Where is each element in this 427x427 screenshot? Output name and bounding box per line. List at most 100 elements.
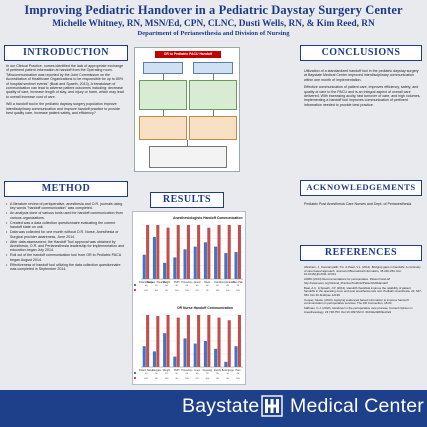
chart-bar	[146, 225, 150, 279]
chart-table-value: 65	[165, 373, 168, 375]
chart-bar	[207, 315, 211, 367]
diagram-connector	[163, 110, 164, 116]
chart-category-label: Complications	[220, 281, 236, 284]
chart-category-label: Dressing	[203, 369, 213, 372]
results-charts-panel: Anesthesiologists Handoff Communication …	[132, 211, 246, 385]
diagram-connector	[163, 74, 164, 80]
chart-bar	[224, 361, 228, 367]
baystate-logo-icon	[261, 395, 283, 417]
chart-table-value: 100	[185, 378, 189, 380]
chart-2-title: OR Nurse Handoff Communication	[177, 306, 233, 310]
chart-bar	[197, 225, 201, 279]
chart-table-swatch	[134, 372, 136, 374]
diagram-box	[189, 116, 237, 140]
chart-bar	[214, 246, 218, 279]
acknowledgements-body: Pediatric Post Anesthesia Care Nurses an…	[304, 202, 422, 209]
chart-category-label: Pain	[236, 369, 241, 372]
chart-bar	[227, 320, 231, 367]
chart-category-label: Family	[214, 369, 222, 372]
chart-bar	[152, 236, 156, 279]
chart-table-value: 100	[185, 290, 189, 292]
chart-table-value: 100	[216, 290, 220, 292]
chart-bar	[234, 346, 238, 367]
chart-table-value: 40	[145, 373, 148, 375]
chart-table-value: 55	[186, 285, 189, 287]
diagram-connector	[187, 140, 188, 146]
diagram-box	[193, 62, 233, 74]
conclusions-heading-text: CONCLUSIONS	[321, 47, 401, 58]
chart-bar	[193, 343, 197, 367]
chart-bar	[207, 227, 211, 279]
method-item: Roll out of the handoff communication to…	[6, 253, 126, 262]
chart-table-value: 100	[165, 378, 169, 380]
diagram-connector	[213, 110, 214, 116]
introduction-body: In our Clinical Practice, nurses identif…	[6, 64, 126, 118]
chart-bar	[183, 249, 187, 279]
chart-bar	[166, 227, 170, 279]
chart-bar	[203, 242, 207, 279]
chart-table-value: 68	[206, 285, 209, 287]
conclusions-body: Utilization of a standardized handoff to…	[304, 69, 422, 110]
chart-bar	[173, 257, 177, 279]
chart-category-label: Airway	[194, 281, 202, 284]
chart-table-value: 100	[195, 378, 199, 380]
chart-table-value: 100	[144, 290, 148, 292]
chart-bar	[214, 348, 218, 367]
chart-table-value: 90	[226, 378, 229, 380]
chart-bar	[234, 252, 238, 279]
chart-table-value: 100	[144, 378, 148, 380]
chart-bar	[142, 254, 146, 279]
chart-table-value: 100	[175, 290, 179, 292]
chart-table-value: 95	[206, 290, 209, 292]
chart-bar	[156, 225, 160, 279]
chart-table-value: 55	[186, 373, 189, 375]
reference-item: Abraham, J., Kannampallil, T.G. & Patel,…	[304, 265, 421, 276]
chart-table-value: 100	[205, 378, 209, 380]
poster-header: Improving Pediatric Handover in a Pediat…	[0, 0, 427, 44]
chart-table-value: 50	[237, 285, 240, 287]
chart-table-value: 95	[165, 290, 168, 292]
chart-category-label: Allergies / Reaction	[146, 281, 167, 284]
chart-bar	[203, 341, 207, 367]
acknowledgements-heading: ACKNOWLEDGEMENTS	[300, 180, 422, 196]
introduction-heading-text: INTRODUCTION	[22, 47, 109, 58]
results-heading-text: RESULTS	[162, 194, 212, 205]
chart-table-value: 20	[175, 373, 178, 375]
reference-item: AORN (2014) Recommendations for perioper…	[304, 277, 391, 285]
chart-category-label: Meds	[204, 281, 211, 284]
chart-table-value: 45	[145, 285, 148, 287]
footer-baystate-text: Baystate	[182, 395, 260, 417]
method-item: Data was collected for one month without…	[6, 230, 126, 239]
chart-table-value: 60	[196, 285, 199, 287]
conclusions-heading: CONCLUSIONS	[300, 45, 422, 61]
diagram-box	[139, 80, 187, 110]
chart-table-value: 30	[155, 373, 158, 375]
chart-bar	[176, 317, 180, 367]
reference-item: Kaffman, C.J. (2010). Handover in the pe…	[304, 306, 413, 314]
diagram-connector	[213, 74, 214, 80]
poster-authors: Michelle Whitney, RN, MSN/Ed, CPN, CLNC,…	[52, 19, 375, 29]
chart-bar	[217, 225, 221, 279]
chart-table-value: 30	[165, 285, 168, 287]
chart-table-value: 50	[206, 373, 209, 375]
chart-table-value: 100	[226, 290, 230, 292]
chart-bar	[163, 262, 167, 279]
chart-table-value: 100	[195, 290, 199, 292]
chart-table-value: 78	[155, 285, 158, 287]
chart-bar	[166, 315, 170, 367]
diagram-box	[189, 80, 237, 110]
acknowledgements-heading-text: ACKNOWLEDGEMENTS	[306, 182, 416, 192]
diagram-box	[149, 146, 227, 168]
method-list: A literature review of perioperative, an…	[6, 202, 126, 272]
footer-medical-center-text: Medical Center	[290, 395, 424, 417]
chart-table-value: 60	[216, 285, 219, 287]
footer-banner: Baystate Medical Center	[0, 390, 427, 427]
introduction-heading: INTRODUCTION	[4, 45, 128, 61]
references-heading: REFERENCES	[300, 245, 422, 261]
chart-table-value: 40	[175, 285, 178, 287]
diagram-box	[139, 116, 187, 140]
chart-table-swatch	[134, 377, 136, 379]
chart-category-label: Procedure	[181, 369, 193, 372]
